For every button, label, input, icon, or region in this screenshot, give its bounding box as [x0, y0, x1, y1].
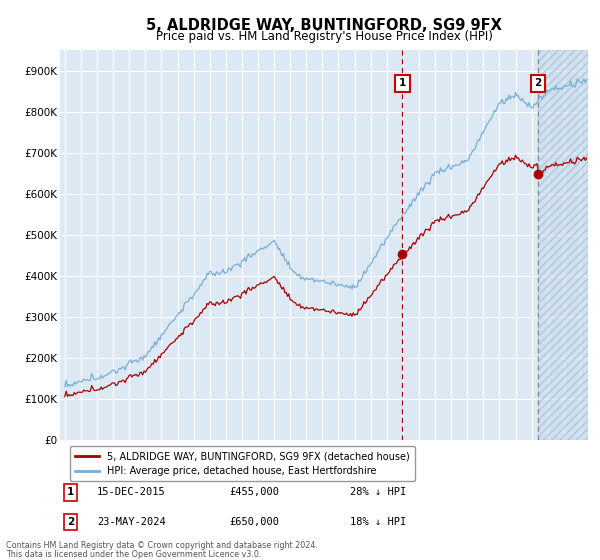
Text: 5, ALDRIDGE WAY, BUNTINGFORD, SG9 9FX: 5, ALDRIDGE WAY, BUNTINGFORD, SG9 9FX — [146, 18, 502, 32]
Text: 18% ↓ HPI: 18% ↓ HPI — [350, 517, 407, 527]
Text: £455,000: £455,000 — [229, 487, 279, 497]
Text: 15-DEC-2015: 15-DEC-2015 — [97, 487, 166, 497]
Text: 1: 1 — [398, 78, 406, 88]
Legend: 5, ALDRIDGE WAY, BUNTINGFORD, SG9 9FX (detached house), HPI: Average price, deta: 5, ALDRIDGE WAY, BUNTINGFORD, SG9 9FX (d… — [70, 446, 415, 481]
Bar — [538, 50, 588, 441]
Text: 23-MAY-2024: 23-MAY-2024 — [97, 517, 166, 527]
Text: £650,000: £650,000 — [229, 517, 279, 527]
Text: Price paid vs. HM Land Registry's House Price Index (HPI): Price paid vs. HM Land Registry's House … — [155, 30, 493, 43]
Bar — [538, 50, 588, 441]
Text: 2: 2 — [534, 78, 541, 88]
Text: Contains HM Land Registry data © Crown copyright and database right 2024.: Contains HM Land Registry data © Crown c… — [6, 542, 318, 550]
Text: This data is licensed under the Open Government Licence v3.0.: This data is licensed under the Open Gov… — [6, 550, 262, 559]
Text: 28% ↓ HPI: 28% ↓ HPI — [350, 487, 407, 497]
Text: 2: 2 — [67, 517, 74, 527]
Text: 1: 1 — [67, 487, 74, 497]
